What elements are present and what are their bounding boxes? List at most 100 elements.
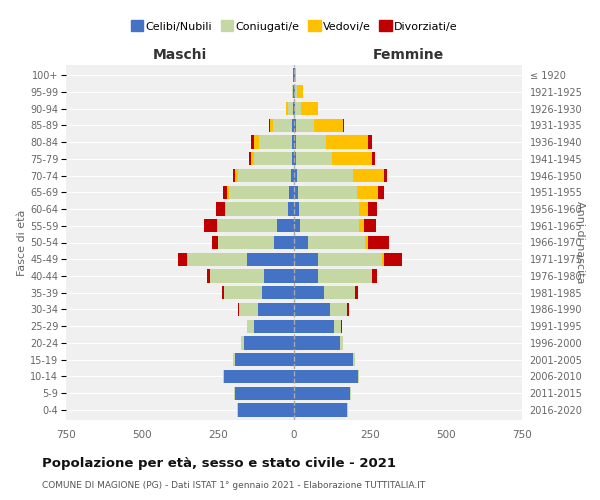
- Bar: [221, 286, 224, 300]
- Bar: [294, 152, 296, 166]
- Bar: [353, 353, 355, 366]
- Bar: [273, 118, 292, 132]
- Bar: [238, 404, 294, 416]
- Bar: [353, 169, 383, 182]
- Bar: [263, 270, 294, 282]
- Bar: [227, 186, 229, 199]
- Bar: [226, 202, 288, 215]
- Bar: [223, 370, 224, 383]
- Bar: [294, 118, 296, 132]
- Bar: [274, 236, 294, 249]
- Bar: [292, 85, 293, 98]
- Bar: [234, 386, 235, 400]
- Bar: [291, 169, 294, 182]
- Bar: [382, 252, 383, 266]
- Bar: [218, 236, 274, 249]
- Bar: [368, 136, 372, 148]
- Bar: [241, 336, 244, 349]
- Bar: [251, 136, 254, 148]
- Bar: [204, 219, 217, 232]
- Bar: [314, 118, 343, 132]
- Bar: [294, 303, 331, 316]
- Bar: [294, 68, 295, 82]
- Bar: [294, 404, 347, 416]
- Bar: [296, 118, 314, 132]
- Bar: [286, 102, 287, 115]
- Legend: Celibi/Nubili, Coniugati/e, Vedovi/e, Divorziati/e: Celibi/Nubili, Coniugati/e, Vedovi/e, Di…: [126, 18, 462, 36]
- Bar: [343, 118, 344, 132]
- Bar: [269, 118, 273, 132]
- Bar: [332, 152, 371, 166]
- Bar: [372, 270, 377, 282]
- Bar: [294, 386, 350, 400]
- Text: Maschi: Maschi: [153, 48, 207, 62]
- Bar: [294, 353, 353, 366]
- Bar: [297, 169, 353, 182]
- Bar: [188, 252, 247, 266]
- Bar: [294, 370, 358, 383]
- Bar: [383, 252, 402, 266]
- Bar: [294, 102, 295, 115]
- Bar: [212, 236, 218, 249]
- Text: Femmine: Femmine: [373, 48, 443, 62]
- Bar: [292, 152, 294, 166]
- Bar: [259, 136, 292, 148]
- Bar: [277, 219, 294, 232]
- Text: Popolazione per età, sesso e stato civile - 2021: Popolazione per età, sesso e stato civil…: [42, 458, 396, 470]
- Bar: [308, 236, 365, 249]
- Bar: [294, 336, 340, 349]
- Bar: [341, 320, 342, 333]
- Bar: [235, 353, 294, 366]
- Bar: [293, 85, 294, 98]
- Bar: [293, 68, 294, 82]
- Bar: [298, 186, 357, 199]
- Bar: [294, 286, 325, 300]
- Bar: [294, 136, 296, 148]
- Bar: [237, 404, 238, 416]
- Bar: [215, 202, 224, 215]
- Bar: [254, 152, 292, 166]
- Bar: [295, 68, 296, 82]
- Bar: [294, 252, 319, 266]
- Bar: [178, 252, 187, 266]
- Bar: [294, 169, 297, 182]
- Bar: [300, 219, 359, 232]
- Bar: [229, 186, 289, 199]
- Bar: [235, 386, 294, 400]
- Bar: [295, 102, 301, 115]
- Bar: [358, 370, 359, 383]
- Bar: [293, 102, 294, 115]
- Bar: [331, 303, 347, 316]
- Bar: [355, 286, 358, 300]
- Bar: [297, 85, 303, 98]
- Bar: [224, 202, 226, 215]
- Bar: [368, 202, 377, 215]
- Bar: [238, 169, 291, 182]
- Bar: [319, 252, 382, 266]
- Bar: [224, 370, 294, 383]
- Bar: [378, 186, 384, 199]
- Text: COMUNE DI MAGIONE (PG) - Dati ISTAT 1° gennaio 2021 - Elaborazione TUTTITALIA.IT: COMUNE DI MAGIONE (PG) - Dati ISTAT 1° g…: [42, 481, 425, 490]
- Bar: [299, 202, 359, 215]
- Bar: [334, 320, 341, 333]
- Bar: [294, 85, 295, 98]
- Y-axis label: Fasce di età: Fasce di età: [17, 210, 27, 276]
- Bar: [262, 286, 294, 300]
- Bar: [359, 219, 364, 232]
- Bar: [247, 320, 254, 333]
- Bar: [359, 202, 368, 215]
- Bar: [294, 186, 298, 199]
- Bar: [254, 320, 294, 333]
- Bar: [357, 186, 378, 199]
- Bar: [238, 303, 239, 316]
- Bar: [294, 236, 308, 249]
- Bar: [233, 353, 235, 366]
- Bar: [296, 152, 332, 166]
- Bar: [294, 270, 319, 282]
- Bar: [233, 169, 235, 182]
- Bar: [239, 303, 257, 316]
- Bar: [318, 102, 319, 115]
- Bar: [294, 219, 300, 232]
- Bar: [217, 219, 218, 232]
- Bar: [296, 136, 326, 148]
